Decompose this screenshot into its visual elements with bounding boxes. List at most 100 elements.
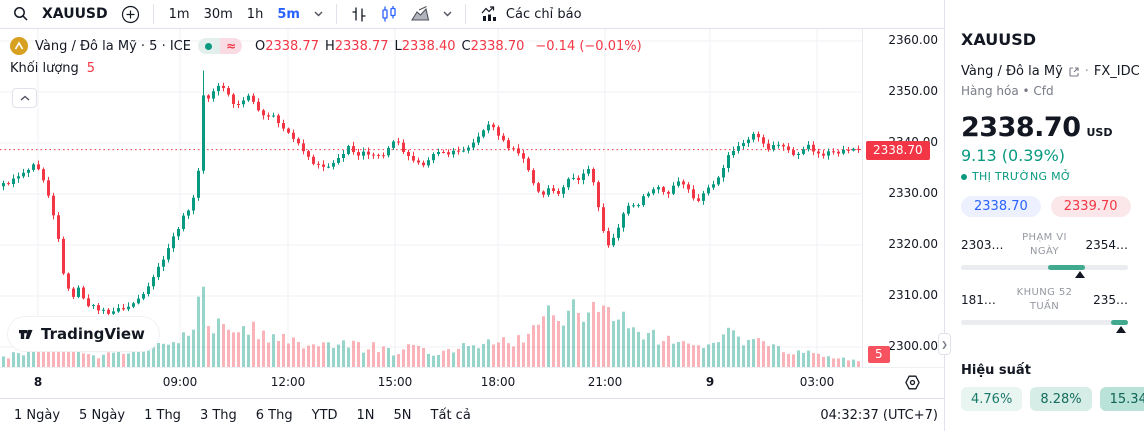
day-range-marker-icon xyxy=(1074,271,1085,278)
range-button-1-ngày[interactable]: 1 Ngày xyxy=(12,405,62,426)
timeframe-1h[interactable]: 1h xyxy=(240,4,271,25)
range-button-6-thg[interactable]: 6 Thg xyxy=(254,405,295,426)
ask-pill[interactable]: 2339.70 xyxy=(1050,196,1131,217)
legend-change: −0.14 (−0.01%) xyxy=(535,38,642,54)
chart-pane[interactable]: Vàng / Đô la Mỹ · 5 · ICE ≈ O2338.77 H233… xyxy=(0,29,944,367)
week52-low: 181… xyxy=(961,292,996,307)
price-axis-label: 2330.00 xyxy=(888,186,938,200)
compare-add-icon[interactable] xyxy=(116,2,145,27)
dot-separator: · xyxy=(1084,64,1089,79)
sidebar-currency: USD xyxy=(1086,126,1113,139)
chart-style-area-icon[interactable] xyxy=(405,2,436,26)
gold-symbol-icon xyxy=(10,37,28,55)
day-range-low: 2303… xyxy=(961,237,1004,252)
toolbar-separator xyxy=(464,4,466,24)
market-open-dot-icon xyxy=(961,173,967,180)
top-toolbar: XAUUSD 1m 30m 1h 5m xyxy=(0,0,944,29)
volume-label: Khối lượng xyxy=(10,61,79,76)
watermark-label: TradingView xyxy=(41,325,145,343)
chart-style-candles-icon[interactable] xyxy=(375,2,403,26)
time-axis-label: 21:00 xyxy=(587,375,623,389)
time-axis-label: 18:00 xyxy=(480,375,516,389)
sidebar-change: 9.13 (0.39%) xyxy=(961,146,1066,165)
time-axis-label: 12:00 xyxy=(270,375,306,389)
range-button-5n[interactable]: 5N xyxy=(392,405,414,426)
timeframe-1m[interactable]: 1m xyxy=(162,4,197,25)
performance-pill[interactable]: 8.28% xyxy=(1030,387,1092,411)
range-button-5-ngày[interactable]: 5 Ngày xyxy=(77,405,127,426)
ohlc-values: O2338.77 H2338.77 L2338.40 C2338.70 xyxy=(249,39,524,54)
sidebar-symbol-name: Vàng / Đô la Mỹ xyxy=(961,64,1063,79)
performance-pills: 4.76% 8.28% 15.34% xyxy=(961,387,1144,411)
time-axis-label: 03:00 xyxy=(799,375,835,389)
sidebar-collapse-handle[interactable]: ❯ xyxy=(938,333,951,355)
week52-range-block: 181… KHUNG 52 TUẦN 235… xyxy=(961,286,1128,333)
price-axis[interactable]: 2360.002350.002340.002330.002320.002310.… xyxy=(862,29,944,367)
range-button-1n[interactable]: 1N xyxy=(355,405,377,426)
ohlc-value: 2338.77 xyxy=(265,38,319,54)
timeframe-5m[interactable]: 5m xyxy=(270,4,307,25)
clock[interactable]: 04:32:37 (UTC+7) xyxy=(820,407,938,423)
ohlc-key: H xyxy=(324,38,335,54)
volume-legend[interactable]: Khối lượng 5 xyxy=(10,61,95,76)
market-status: THỊ TRƯỜNG MỞ xyxy=(961,170,1128,183)
time-axis-label: 8 xyxy=(33,375,43,389)
bid-pill[interactable]: 2338.70 xyxy=(961,196,1041,217)
range-button-tất-cả[interactable]: Tất cả xyxy=(429,405,473,426)
toolbar-separator xyxy=(152,4,154,24)
current-price-label: 2338.70 xyxy=(866,140,930,160)
week52-range-bar xyxy=(961,320,1128,325)
bottom-range-bar: 1 Ngày 5 Ngày 1 Thg 3 Thg 6 Thg YTD 1N 5N Tất cả… xyxy=(0,398,944,431)
range-button-3-thg[interactable]: 3 Thg xyxy=(198,405,239,426)
range-button-1-thg[interactable]: 1 Thg xyxy=(142,405,183,426)
sidebar-exchange: FX_IDC xyxy=(1093,64,1140,79)
range-button-ytd[interactable]: YTD xyxy=(310,405,340,426)
market-status-pill[interactable]: ≈ xyxy=(197,38,242,54)
price-axis-label: 2300.00 xyxy=(888,339,938,353)
timeframe-chevron-down-icon[interactable] xyxy=(309,8,328,20)
sidebar-meta: Hàng hóa • Cfd xyxy=(961,84,1054,98)
day-range-block: 2303… PHẠM VI NGÀY 2354… xyxy=(961,231,1128,278)
ohlc-key: C xyxy=(461,38,471,54)
week52-label: KHUNG 52 xyxy=(1016,287,1073,298)
external-link-icon[interactable] xyxy=(1068,66,1080,78)
performance-pill[interactable]: 4.76% xyxy=(961,387,1023,411)
week52-high: 235… xyxy=(1093,292,1128,307)
performance-pill[interactable]: 15.34% xyxy=(1099,387,1144,411)
timeframe-group: 1m 30m 1h 5m xyxy=(162,4,307,25)
ohlc-value: 2338.77 xyxy=(334,38,389,54)
chart-style-bars-icon[interactable] xyxy=(345,2,373,26)
time-axis[interactable]: 8 09:00 12:00 15:00 18:00 21:00 9 03:00 xyxy=(0,367,944,398)
indicators-button[interactable]: Các chỉ báo xyxy=(474,2,588,26)
volume-axis-badge: 5 xyxy=(868,346,890,363)
tradingview-watermark[interactable]: TradingView xyxy=(8,317,159,351)
market-status-label: THỊ TRƯỜNG MỞ xyxy=(972,170,1072,183)
volume-value: 5 xyxy=(86,61,96,76)
symbol-button[interactable]: XAUUSD xyxy=(36,3,114,25)
price-axis-label: 2310.00 xyxy=(888,288,938,302)
legend-title[interactable]: Vàng / Đô la Mỹ · 5 · ICE xyxy=(35,38,191,54)
toolbar-separator xyxy=(335,4,337,24)
day-range-label: PHẠM VI xyxy=(1022,232,1067,243)
indicators-icon xyxy=(480,5,500,23)
price-axis-label: 2320.00 xyxy=(888,237,938,251)
axis-settings-gear-icon[interactable] xyxy=(903,373,922,395)
ohlc-value: 2338.70 xyxy=(470,38,525,54)
indicators-label: Các chỉ báo xyxy=(505,6,582,22)
chart-style-chevron-down-icon[interactable] xyxy=(438,8,457,20)
day-range-bar xyxy=(961,265,1128,270)
chart-legend[interactable]: Vàng / Đô la Mỹ · 5 · ICE ≈ O2338.77 H233… xyxy=(10,37,642,55)
sidebar-symbol-title[interactable]: XAUUSD xyxy=(961,30,1037,49)
pane-collapse-button[interactable] xyxy=(12,88,37,108)
ohlc-key: O xyxy=(254,38,266,54)
price-axis-label: 2360.00 xyxy=(888,33,938,47)
status-dot-icon xyxy=(197,38,220,54)
ohlc-key: L xyxy=(394,38,402,54)
search-icon[interactable] xyxy=(8,3,34,25)
ohlc-value: 2338.40 xyxy=(401,38,456,54)
time-axis-label: 09:00 xyxy=(162,375,198,389)
approx-icon: ≈ xyxy=(219,38,242,54)
timeframe-30m[interactable]: 30m xyxy=(197,4,240,25)
tradingview-logo-icon xyxy=(18,326,35,343)
